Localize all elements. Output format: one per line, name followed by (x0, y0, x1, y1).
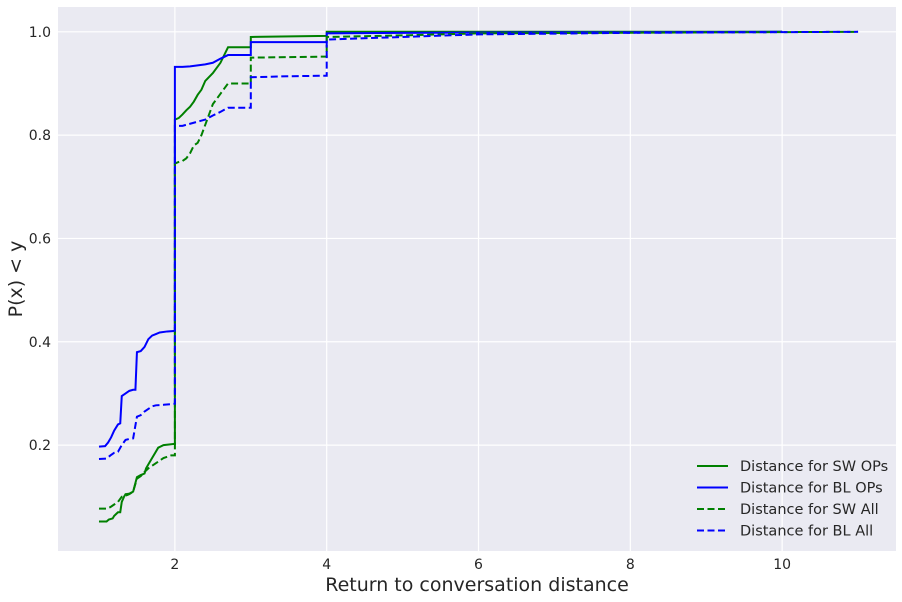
legend-label: Distance for BL OPs (740, 481, 883, 497)
y-tick-label: 0.8 (29, 128, 51, 144)
legend-label: Distance for SW OPs (740, 459, 888, 475)
x-tick-label: 10 (773, 557, 791, 573)
x-tick-label: 8 (626, 557, 635, 573)
legend: Distance for SW OPs Distance for BL OPs Di… (697, 459, 888, 540)
y-tick-label: 1.0 (29, 25, 51, 41)
x-tick-label: 2 (170, 557, 179, 573)
x-tick-label: 4 (322, 557, 331, 573)
series-lines (98, 30, 859, 523)
x-tick-labels: 2 4 6 8 10 (170, 557, 791, 573)
series-line-4 (98, 30, 859, 461)
plot-background (58, 7, 896, 551)
legend-label: Distance for BL All (740, 524, 873, 540)
series-line-1 (98, 30, 783, 523)
y-tick-labels: 0.2 0.4 0.6 0.8 1.0 (29, 25, 51, 454)
legend-label: Distance for SW All (740, 502, 879, 518)
y-tick-label: 0.2 (29, 438, 51, 454)
x-axis-title: Return to conversation distance (325, 574, 629, 596)
series-line-2 (98, 30, 783, 448)
x-tick-label: 6 (474, 557, 483, 573)
y-axis-title: P(x) < y (5, 241, 27, 318)
y-tick-label: 0.6 (29, 231, 51, 247)
y-tick-label: 0.4 (29, 335, 51, 351)
